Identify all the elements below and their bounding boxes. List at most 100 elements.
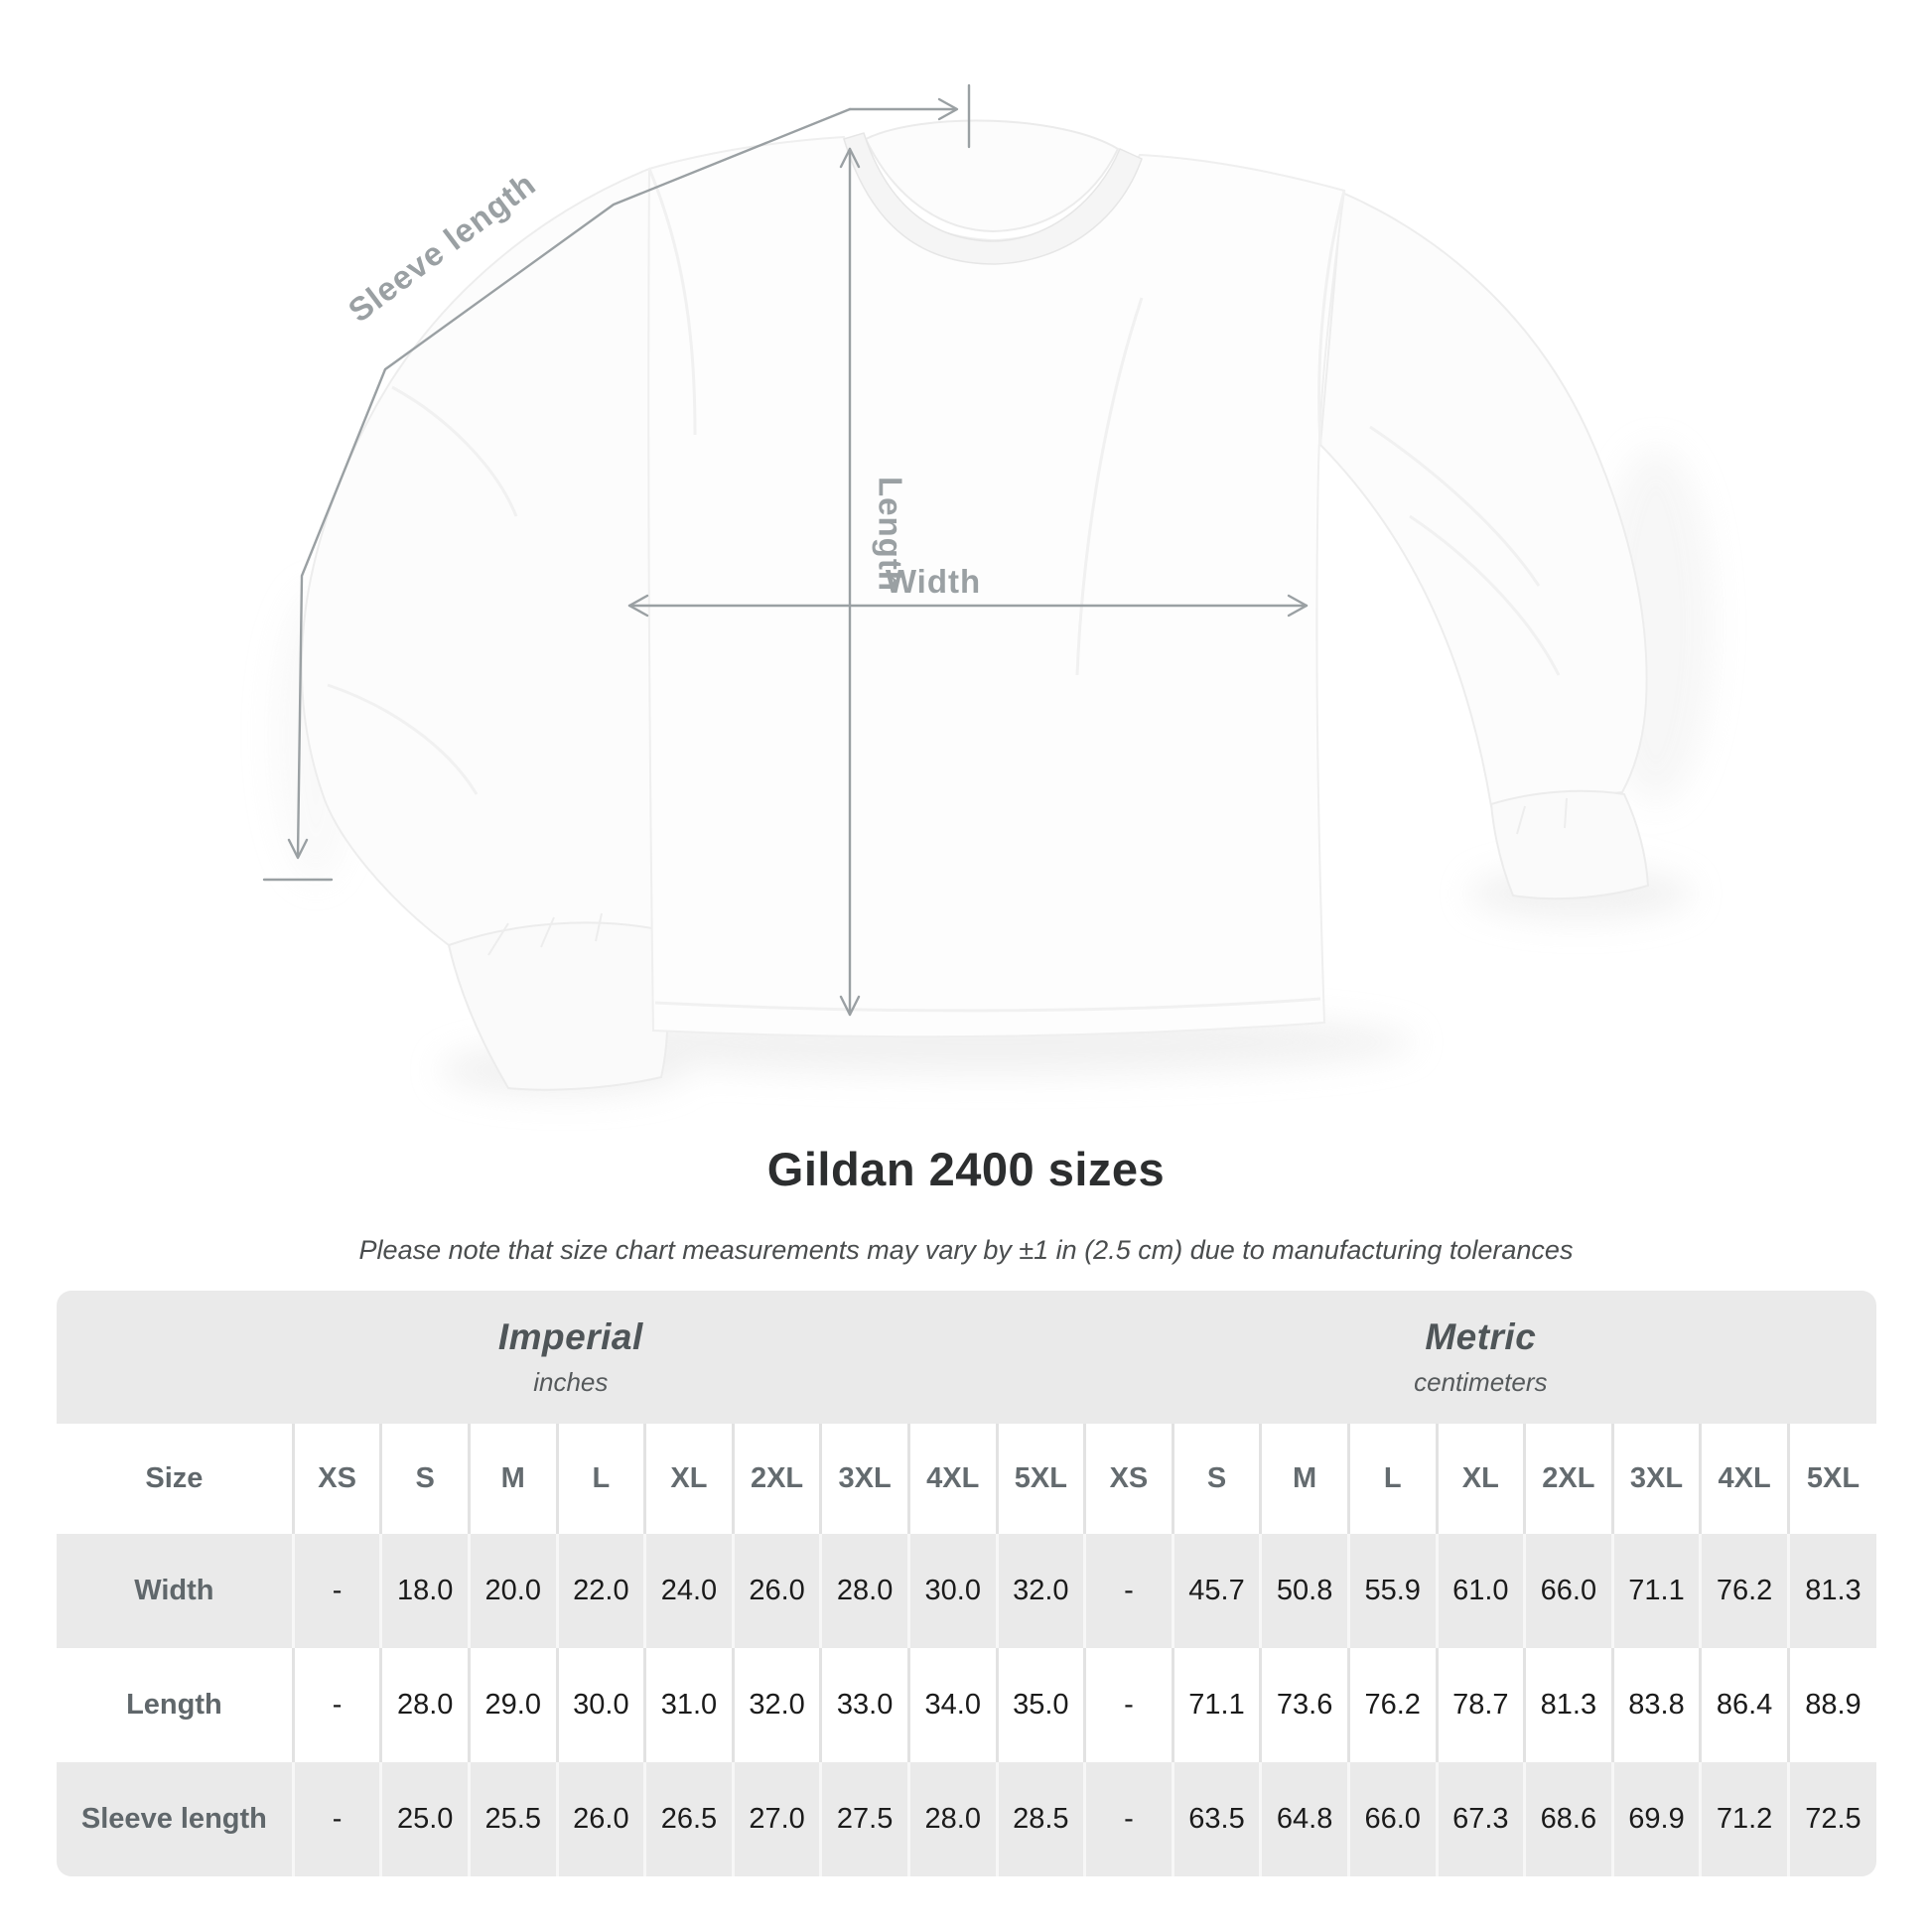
- fabric-creases: [327, 168, 1561, 1013]
- width-label: Width: [886, 563, 981, 600]
- imperial-3XL-value: 27.5: [819, 1762, 909, 1876]
- metric-M-value: 73.6: [1259, 1648, 1349, 1762]
- metric-4XL-value: 86.4: [1699, 1648, 1789, 1762]
- metric-XL-value: 61.0: [1435, 1534, 1525, 1648]
- metric-size-col-3XL: 3XL: [1610, 1424, 1701, 1534]
- metric-S-value: 71.1: [1171, 1648, 1261, 1762]
- page-subtitle: Please note that size chart measurements…: [358, 1235, 1574, 1265]
- metric-XS-value: -: [1083, 1762, 1173, 1876]
- imperial-4XL-value: 28.0: [906, 1762, 998, 1876]
- unit-header-imperial: Imperial inches: [57, 1291, 1085, 1424]
- imperial-size-col-M: M: [467, 1424, 558, 1534]
- metric-3XL-value: 71.1: [1610, 1534, 1701, 1648]
- imperial-XL-value: 24.0: [643, 1534, 734, 1648]
- measurement-row-sleeve-length: Sleeve length -25.0 25.5 26.0 26.5 27.0 27.5 28…: [57, 1762, 1876, 1876]
- imperial-2XL-value: 32.0: [731, 1648, 821, 1762]
- metric-sublabel: centimeters: [1414, 1367, 1548, 1397]
- imperial-S-value: 28.0: [379, 1648, 470, 1762]
- length-arrowhead-down: [839, 995, 861, 1017]
- imperial-size-col-3XL: 3XL: [819, 1424, 909, 1534]
- metric-5XL-value: 88.9: [1786, 1648, 1876, 1762]
- imperial-5XL-value: 28.5: [995, 1762, 1085, 1876]
- imperial-L-value: 30.0: [555, 1648, 645, 1762]
- length-arrowhead-up: [839, 147, 861, 169]
- row-label: Sleeve length: [57, 1762, 294, 1876]
- imperial-XL-value: 26.5: [643, 1762, 734, 1876]
- metric-size-col-S: S: [1171, 1424, 1261, 1534]
- metric-S-value: 45.7: [1171, 1534, 1261, 1648]
- imperial-size-col-5XL: 5XL: [995, 1424, 1085, 1534]
- imperial-size-col-2XL: 2XL: [731, 1424, 821, 1534]
- imperial-L-value: 22.0: [555, 1534, 645, 1648]
- imperial-S-value: 18.0: [379, 1534, 470, 1648]
- metric-M-value: 50.8: [1259, 1534, 1349, 1648]
- page-title: Gildan 2400 sizes: [766, 1143, 1166, 1195]
- imperial-3XL-value: 33.0: [819, 1648, 909, 1762]
- metric-M-value: 64.8: [1259, 1762, 1349, 1876]
- imperial-5XL-value: 32.0: [995, 1534, 1085, 1648]
- shirt-sleeves: [300, 167, 1650, 1091]
- imperial-size-col-XS: XS: [291, 1424, 381, 1534]
- size-header-label: Size: [57, 1424, 294, 1534]
- metric-S-value: 63.5: [1171, 1762, 1261, 1876]
- metric-3XL-value: 83.8: [1610, 1648, 1701, 1762]
- row-label: Width: [57, 1534, 294, 1648]
- metric-label: Metric: [1425, 1316, 1537, 1357]
- imperial-size-col-XL: XL: [643, 1424, 734, 1534]
- imperial-label: Imperial: [497, 1316, 643, 1357]
- width-arrowhead-left: [627, 594, 649, 618]
- imperial-M-value: 29.0: [467, 1648, 558, 1762]
- shirt-diagram: Sleeve length Length Width: [262, 83, 1714, 1096]
- metric-size-col-L: L: [1346, 1424, 1437, 1534]
- imperial-S-value: 25.0: [379, 1762, 470, 1876]
- unit-header-row: Imperial inches Metric centimeters: [57, 1291, 1876, 1424]
- row-label: Length: [57, 1648, 294, 1762]
- measurement-row-width: Width -18.0 20.0 22.0 24.0 26.0 28.0 30.0 32.0-4…: [57, 1534, 1876, 1648]
- unit-header-metric: Metric centimeters: [1084, 1291, 1876, 1424]
- metric-size-col-XL: XL: [1435, 1424, 1525, 1534]
- metric-2XL-value: 81.3: [1523, 1648, 1613, 1762]
- imperial-XS-value: -: [291, 1648, 381, 1762]
- imperial-XS-value: -: [291, 1762, 381, 1876]
- metric-size-col-4XL: 4XL: [1699, 1424, 1789, 1534]
- metric-4XL-value: 76.2: [1699, 1534, 1789, 1648]
- imperial-sublabel: inches: [533, 1367, 609, 1397]
- imperial-size-col-L: L: [555, 1424, 645, 1534]
- left-cuff: [447, 921, 669, 1091]
- metric-size-col-2XL: 2XL: [1523, 1424, 1613, 1534]
- metric-XS-value: -: [1083, 1648, 1173, 1762]
- shirt-body-group: [327, 119, 1561, 1038]
- measurement-row-length: Length -28.0 29.0 30.0 31.0 32.0 33.0 34.0 35.0-…: [57, 1648, 1876, 1762]
- metric-size-col-5XL: 5XL: [1786, 1424, 1876, 1534]
- metric-3XL-value: 69.9: [1610, 1762, 1701, 1876]
- metric-size-col-M: M: [1259, 1424, 1349, 1534]
- metric-4XL-value: 71.2: [1699, 1762, 1789, 1876]
- width-arrowhead-right: [1287, 594, 1309, 618]
- size-table: Imperial inches Metric centimeters Size X…: [57, 1291, 1876, 1876]
- imperial-size-col-S: S: [379, 1424, 470, 1534]
- metric-XS-value: -: [1083, 1534, 1173, 1648]
- metric-5XL-value: 81.3: [1786, 1534, 1876, 1648]
- right-cuff: [1489, 789, 1650, 900]
- imperial-2XL-value: 26.0: [731, 1534, 821, 1648]
- sleeve-length-arrowhead-down: [287, 838, 309, 860]
- imperial-4XL-value: 30.0: [906, 1534, 998, 1648]
- collar-band: [843, 132, 1143, 265]
- right-sleeve: [1318, 191, 1648, 808]
- sleeve-length-arrowhead-right: [937, 97, 959, 121]
- length-label: Length: [872, 477, 908, 592]
- imperial-3XL-value: 28.0: [819, 1534, 909, 1648]
- imperial-4XL-value: 34.0: [906, 1648, 998, 1762]
- imperial-size-col-4XL: 4XL: [906, 1424, 998, 1534]
- sleeve-length-line: [296, 107, 852, 858]
- imperial-XL-value: 31.0: [643, 1648, 734, 1762]
- metric-2XL-value: 66.0: [1523, 1534, 1613, 1648]
- imperial-M-value: 20.0: [467, 1534, 558, 1648]
- metric-5XL-value: 72.5: [1786, 1762, 1876, 1876]
- imperial-2XL-value: 27.0: [731, 1762, 821, 1876]
- metric-L-value: 76.2: [1346, 1648, 1437, 1762]
- metric-L-value: 66.0: [1346, 1762, 1437, 1876]
- imperial-L-value: 26.0: [555, 1762, 645, 1876]
- metric-size-col-XS: XS: [1083, 1424, 1173, 1534]
